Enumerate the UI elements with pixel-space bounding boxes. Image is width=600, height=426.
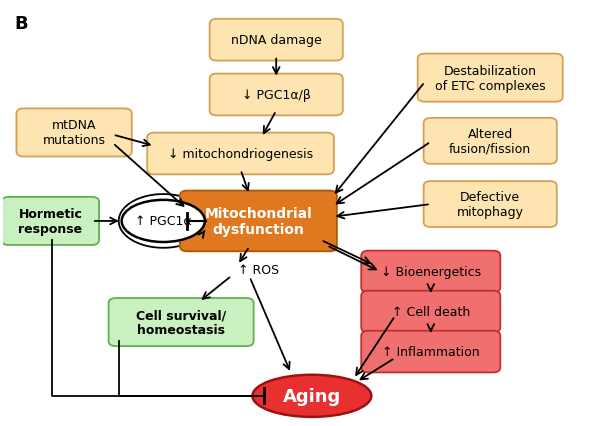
Text: mtDNA
mutations: mtDNA mutations [43, 119, 106, 147]
Ellipse shape [253, 375, 371, 417]
FancyBboxPatch shape [418, 55, 563, 102]
Text: ↑ PGC1α: ↑ PGC1α [135, 215, 191, 228]
Text: Altered
fusion/fission: Altered fusion/fission [449, 127, 531, 155]
FancyBboxPatch shape [147, 133, 334, 175]
FancyBboxPatch shape [16, 109, 132, 157]
FancyBboxPatch shape [361, 251, 500, 293]
FancyBboxPatch shape [424, 181, 557, 227]
Text: ↑ ROS: ↑ ROS [238, 263, 279, 276]
Ellipse shape [122, 200, 205, 242]
Text: Defective
mitophagy: Defective mitophagy [457, 190, 524, 219]
Text: ↓ PGC1α/β: ↓ PGC1α/β [242, 89, 311, 102]
FancyBboxPatch shape [424, 118, 557, 164]
FancyBboxPatch shape [209, 20, 343, 61]
FancyBboxPatch shape [2, 197, 99, 245]
Text: ↑ Inflammation: ↑ Inflammation [382, 345, 479, 358]
FancyBboxPatch shape [361, 291, 500, 333]
Text: Mitochondrial
dysfunction: Mitochondrial dysfunction [205, 206, 312, 236]
Text: B: B [14, 15, 28, 33]
Text: Destabilization
of ETC complexes: Destabilization of ETC complexes [435, 64, 545, 92]
Text: Aging: Aging [283, 387, 341, 405]
FancyBboxPatch shape [209, 75, 343, 116]
Text: nDNA damage: nDNA damage [231, 34, 322, 47]
Text: ↓ mitochondriogenesis: ↓ mitochondriogenesis [168, 148, 313, 161]
Text: Cell survival/
homeostasis: Cell survival/ homeostasis [136, 308, 226, 336]
Text: ↑ Cell death: ↑ Cell death [392, 305, 470, 318]
FancyBboxPatch shape [180, 191, 337, 252]
FancyBboxPatch shape [109, 298, 254, 346]
Text: ↓ Bioenergetics: ↓ Bioenergetics [381, 265, 481, 278]
Text: Hormetic
response: Hormetic response [18, 207, 82, 236]
FancyBboxPatch shape [361, 331, 500, 373]
